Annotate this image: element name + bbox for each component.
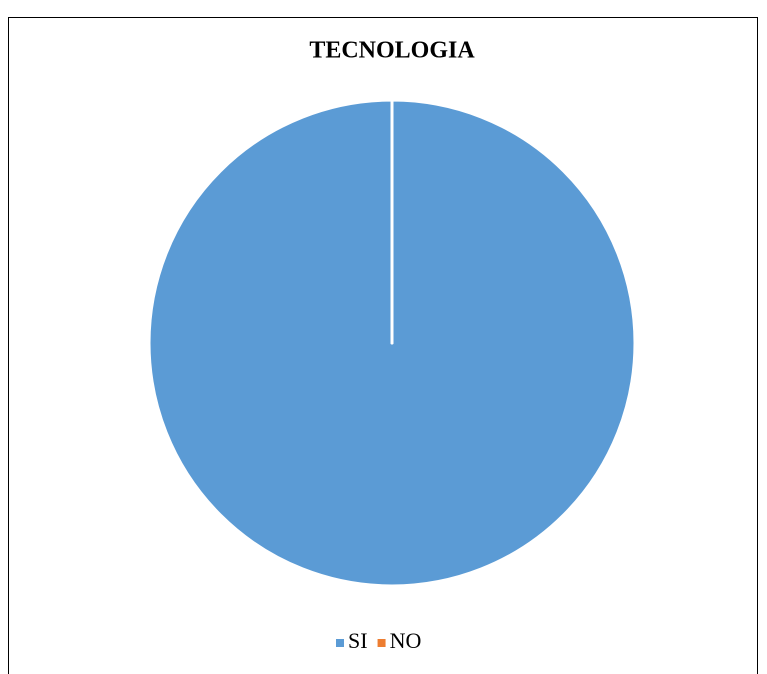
legend-label: SI <box>348 628 368 653</box>
legend-swatch <box>377 639 386 647</box>
legend-swatch <box>336 639 344 647</box>
chart-title: TECNOLOGIA <box>309 38 475 64</box>
legend-label: NO <box>390 628 422 653</box>
